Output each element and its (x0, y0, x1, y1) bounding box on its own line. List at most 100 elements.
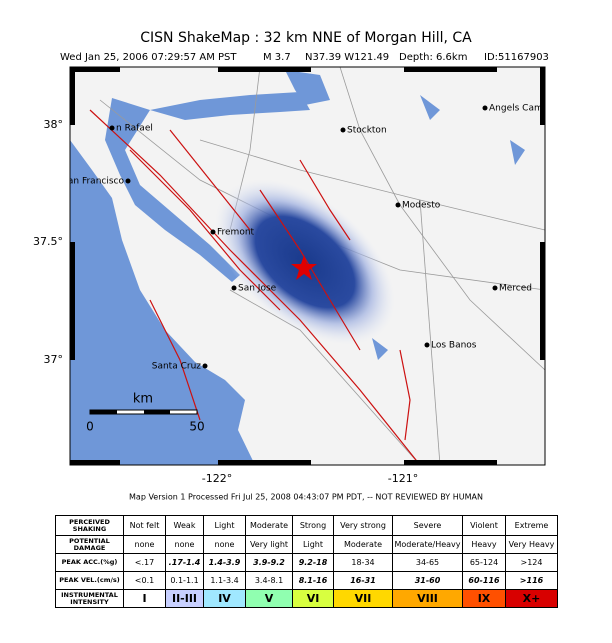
frame-ticks (70, 67, 545, 465)
city-label: Modesto (402, 201, 441, 211)
row-label-line: INSTRUMENTAL (61, 590, 118, 599)
table-cell: VI (292, 589, 334, 608)
lat-label: 37.5° (33, 235, 63, 248)
table-cell: 34-65 (392, 553, 463, 572)
row-label-line: PEAK VEL.(cm/s) (59, 576, 120, 584)
table-cell: 0.1-1.1 (165, 571, 204, 590)
table-cell: 16-31 (333, 571, 393, 590)
scale-unit: km (133, 392, 153, 407)
table-cell: Extreme (505, 515, 558, 536)
row-label-line: INTENSITY (70, 597, 109, 606)
cities: n Rafael an Francisco Stockton Angels Cam Mo… (68, 104, 543, 372)
table-cell: none (123, 535, 166, 554)
table-cell: 8.1-16 (292, 571, 334, 590)
city-dot (482, 105, 488, 111)
table-cell: Very strong (333, 515, 393, 536)
city-dot (340, 127, 346, 133)
table-cell: 65-124 (462, 553, 506, 572)
table-cell: Not felt (123, 515, 166, 536)
city-label: Angels Cam (489, 104, 543, 114)
table-cell: Light (292, 535, 334, 554)
table-cell: Moderate (333, 535, 393, 554)
table-cell: Severe (392, 515, 463, 536)
table-cell: Moderate/Heavy (392, 535, 463, 554)
delta (150, 92, 310, 120)
bay (105, 98, 240, 282)
shakemap: CISN ShakeMap : 32 km NNE of Morgan Hill… (33, 30, 549, 502)
table-cell: <0.1 (123, 571, 166, 590)
map-area (70, 67, 545, 465)
lon-label: -122° (202, 472, 232, 485)
table-cell: Heavy (462, 535, 506, 554)
table-cell: Very light (245, 535, 293, 554)
table-cell: 3.4-8.1 (245, 571, 293, 590)
table-cell: 18-34 (333, 553, 393, 572)
table-cell: Light (203, 515, 246, 536)
row-label-line: DAMAGE (73, 543, 106, 552)
city-dot (424, 342, 430, 348)
city-dot (231, 285, 237, 291)
table-cell: 1.1-3.4 (203, 571, 246, 590)
row-label-line: POTENTIAL (69, 536, 110, 545)
table-cell: V (245, 589, 293, 608)
table-cell: Very Heavy (505, 535, 558, 554)
subtitle-part: Depth: 6.6km (399, 52, 467, 63)
row-label: INSTRUMENTAL INTENSITY (55, 589, 124, 608)
table-cell: IV (203, 589, 246, 608)
scale-label: 0 (86, 420, 94, 434)
table-cell: Violent (462, 515, 506, 536)
ocean (70, 140, 255, 465)
table-cell: Moderate (245, 515, 293, 536)
faults (89, 109, 421, 465)
scale-label: 50 (189, 420, 204, 434)
epicenter (291, 255, 317, 280)
city-label: Merced (499, 284, 532, 294)
row-label: PEAK ACC.(%g) (55, 553, 124, 572)
row-label-line: SHAKING (72, 524, 107, 533)
city-dot (109, 125, 115, 131)
table-cell: 31-60 (392, 571, 463, 590)
table-cell: Strong (292, 515, 334, 536)
row-label-line: PEAK ACC.(%g) (61, 558, 118, 566)
city-label: Fremont (217, 228, 255, 238)
table-cell: VIII (392, 589, 463, 608)
city-label: Los Banos (431, 341, 477, 351)
city-label: Santa Cruz (152, 362, 202, 372)
table-cell: 3.9-9.2 (245, 553, 293, 572)
city-dot (202, 363, 208, 369)
table-cell: 9.2-18 (292, 553, 334, 572)
table-cell: II-III (165, 589, 204, 608)
city-dot (125, 178, 131, 184)
table-cell: >124 (505, 553, 558, 572)
table-cell: VII (333, 589, 393, 608)
city-dot (492, 285, 498, 291)
city-label: n Rafael (116, 124, 153, 134)
row-label-line: PERCEIVED (69, 517, 110, 526)
row-label: PERCEIVED SHAKING (55, 515, 124, 536)
table-cell: I (123, 589, 166, 608)
row-label: PEAK VEL.(cm/s) (55, 571, 124, 590)
footer: Map Version 1 Processed Fri Jul 25, 2008… (129, 493, 483, 502)
table-cell: .17-1.4 (165, 553, 204, 572)
table-cell: Weak (165, 515, 204, 536)
lakes (285, 70, 525, 360)
row-label: POTENTIAL DAMAGE (55, 535, 124, 554)
table-cell: 1.4-3.9 (203, 553, 246, 572)
title: CISN ShakeMap : 32 km NNE of Morgan Hill… (140, 30, 472, 46)
city-label: an Francisco (68, 177, 125, 187)
lat-label: 37° (44, 353, 64, 366)
table-cell: IX (462, 589, 506, 608)
subtitle-part: M 3.7 (263, 52, 291, 63)
table-cell: >116 (505, 571, 558, 590)
table-cell: X+ (505, 589, 558, 608)
city-dot (395, 202, 401, 208)
subtitle-part: ID:51167903 (484, 52, 549, 63)
table-cell: none (203, 535, 246, 554)
scale-bar (89, 409, 198, 415)
subtitle-part: Wed Jan 25, 2006 07:29:57 AM PST (60, 52, 237, 63)
lon-label: -121° (388, 472, 418, 485)
city-label: San Jose (238, 284, 277, 294)
lat-label: 38° (44, 118, 64, 131)
table-cell: 60-116 (462, 571, 506, 590)
